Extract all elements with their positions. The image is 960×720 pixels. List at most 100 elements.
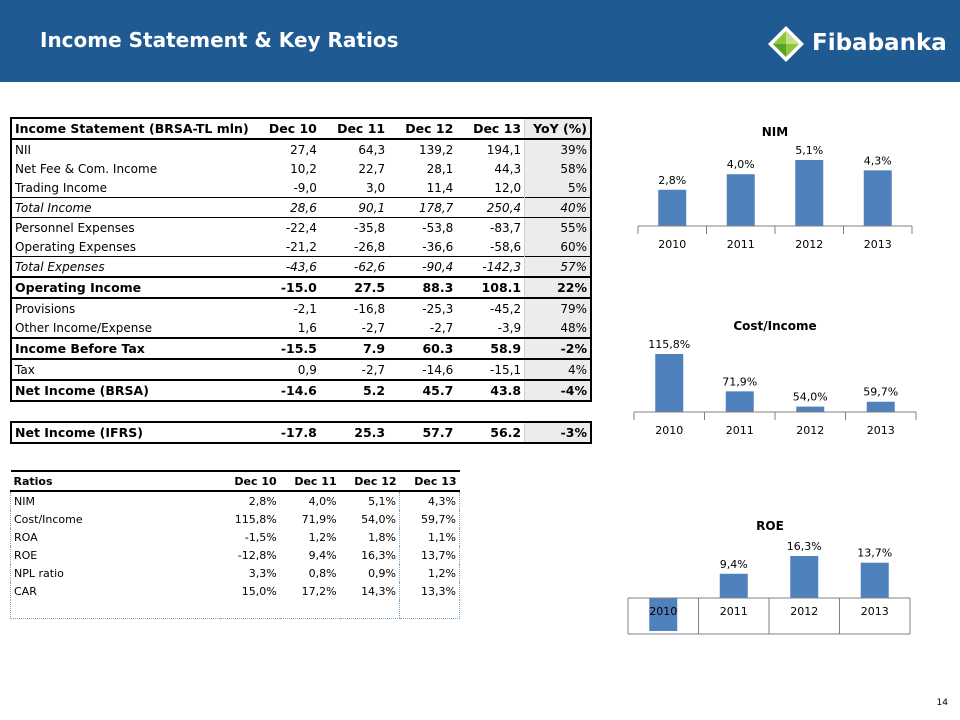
income-col-header: Dec 13: [456, 117, 525, 140]
data-label: 9,4%: [720, 558, 748, 571]
row-value: 48%: [524, 318, 593, 338]
row-value: -2%: [524, 337, 593, 360]
row-value: 39%: [524, 139, 593, 159]
row-label: Net Fee & Com. Income: [10, 159, 252, 178]
row-value: 56.2: [456, 421, 525, 444]
row-value: 10,2: [290, 161, 317, 176]
chart-title: ROE: [756, 519, 784, 533]
ratios-col-header: Dec 11: [279, 470, 340, 492]
row-value: 4%: [524, 359, 593, 380]
row-value: 0,9: [297, 362, 317, 377]
row-value: -3,9: [497, 320, 522, 335]
ratio-value: 115,8%: [234, 512, 277, 526]
row-value: 45.7: [388, 379, 457, 402]
data-label: 54,0%: [793, 391, 828, 404]
row-label: Other Income/Expense: [10, 318, 252, 338]
table-row: Net Fee & Com. Income 10,2 22,7 28,1 44,3 58%: [10, 159, 593, 178]
ratio-value: 1,2%: [308, 530, 337, 544]
category-label: 2010: [658, 238, 686, 251]
ratio-label: CAR: [9, 582, 220, 600]
chart-title: NIM: [762, 125, 788, 139]
table-row: [11, 401, 591, 422]
category-label: 2011: [720, 605, 748, 618]
row-value: -21,2: [285, 239, 317, 254]
row-value: 1,6: [297, 320, 317, 335]
income-col-header: Dec 12: [388, 117, 457, 140]
data-label: 5,1%: [795, 144, 823, 157]
ratio-label: Cost/Income: [9, 510, 220, 528]
row-value: 5%: [524, 178, 593, 198]
chart-bar: [649, 598, 678, 631]
chart-bar: [655, 354, 684, 412]
row-label: NII: [10, 139, 252, 159]
row-value: 25.3: [319, 421, 389, 444]
row-value: 44,3: [494, 161, 522, 176]
row-label: [11, 401, 252, 422]
ratio-spacer-cell: [279, 600, 340, 619]
ratio-value: 71,9%: [301, 512, 337, 526]
row-value: [524, 401, 591, 422]
row-value: 108.1: [456, 276, 525, 299]
ratio-value: 9,4%: [308, 548, 337, 562]
row-value: -15.5: [251, 337, 320, 360]
chart-bar: [795, 160, 824, 226]
ratio-spacer-row: [9, 600, 460, 619]
ratio-value: -1,5%: [244, 530, 277, 544]
row-value: -142,3: [456, 256, 525, 278]
row-value: -2,1: [293, 301, 317, 316]
income-statement-table: Income Statement (BRSA-TL mln) Dec 10 Dec …: [10, 117, 593, 444]
ratio-value: 2,8%: [248, 494, 277, 508]
income-col-header: YoY (%): [524, 117, 593, 140]
row-label: Net Income (IFRS): [10, 421, 252, 444]
chart-bar: [790, 556, 819, 598]
ratio-value: 16,3%: [361, 548, 397, 562]
data-label: 2,8%: [658, 174, 686, 187]
ratio-value: 4,0%: [308, 494, 337, 508]
data-label: 59,7%: [863, 386, 898, 399]
row-value: [252, 401, 320, 422]
table-row: Income Before Tax -15.5 7.9 60.3 58.9 -2%: [10, 337, 593, 360]
row-value: -3%: [524, 421, 593, 444]
table-row: Net Income (IFRS) -17.8 25.3 57.7 56.2 -3%: [10, 421, 593, 444]
data-label: -12,8%: [644, 651, 683, 652]
table-row: Provisions -2,1 -16,8 -25,3 -45,2 79%: [10, 298, 593, 318]
chart-bar: [719, 573, 748, 598]
ratio-label: NPL ratio: [9, 564, 220, 582]
income-col-header: Dec 10: [251, 117, 320, 140]
row-value: -26,8: [354, 239, 386, 254]
ratio-value: 14,3%: [361, 584, 397, 598]
ratios-col-header: Dec 13: [399, 470, 460, 492]
row-value: -35,8: [354, 220, 386, 235]
nim-chart: NIM 2,8% 2010 4,0% 2011 5,1% 2012 4,3% 2013: [637, 125, 913, 251]
ratio-row: ROE -12,8% 9,4% 16,3% 13,7%: [9, 546, 460, 564]
category-label: 2012: [796, 424, 824, 437]
ratio-row: CAR 15,0% 17,2% 14,3% 13,3%: [9, 582, 460, 600]
row-value: -2,7: [429, 320, 454, 335]
table-row: Personnel Expenses -22,4 -35,8 -53,8 -83,7 55…: [10, 217, 593, 237]
row-value: 22%: [524, 276, 593, 299]
ratio-value: 0,8%: [308, 566, 337, 580]
row-label: Net Income (BRSA): [10, 379, 252, 402]
row-value: 57%: [524, 256, 593, 278]
data-label: 71,9%: [722, 375, 757, 388]
chart-bar: [725, 391, 754, 412]
row-label: Operating Expenses: [10, 237, 252, 257]
logo-text: Fibabanka: [812, 30, 947, 56]
row-value: -15,1: [490, 362, 522, 377]
row-value: 88.3: [388, 276, 457, 299]
row-value: 57.7: [388, 421, 457, 444]
row-value: 11,4: [426, 180, 454, 195]
row-label: Trading Income: [10, 178, 252, 198]
row-value: -90,4: [388, 256, 457, 278]
table-row: Operating Expenses -21,2 -26,8 -36,6 -58,6 60…: [10, 237, 593, 257]
row-value: -15.0: [251, 276, 320, 299]
row-value: 43.8: [456, 379, 525, 402]
row-label: Operating Income: [10, 276, 252, 299]
page-title: Income Statement & Key Ratios: [40, 28, 399, 52]
diamond-logo-icon: [768, 26, 804, 62]
category-label: 2010: [655, 424, 683, 437]
table-row: Total Expenses -43,6 -62,6 -90,4 -142,3 57%: [10, 256, 593, 278]
row-value: -16,8: [354, 301, 386, 316]
row-label: Personnel Expenses: [10, 217, 252, 237]
ratio-spacer-cell: [339, 600, 400, 619]
